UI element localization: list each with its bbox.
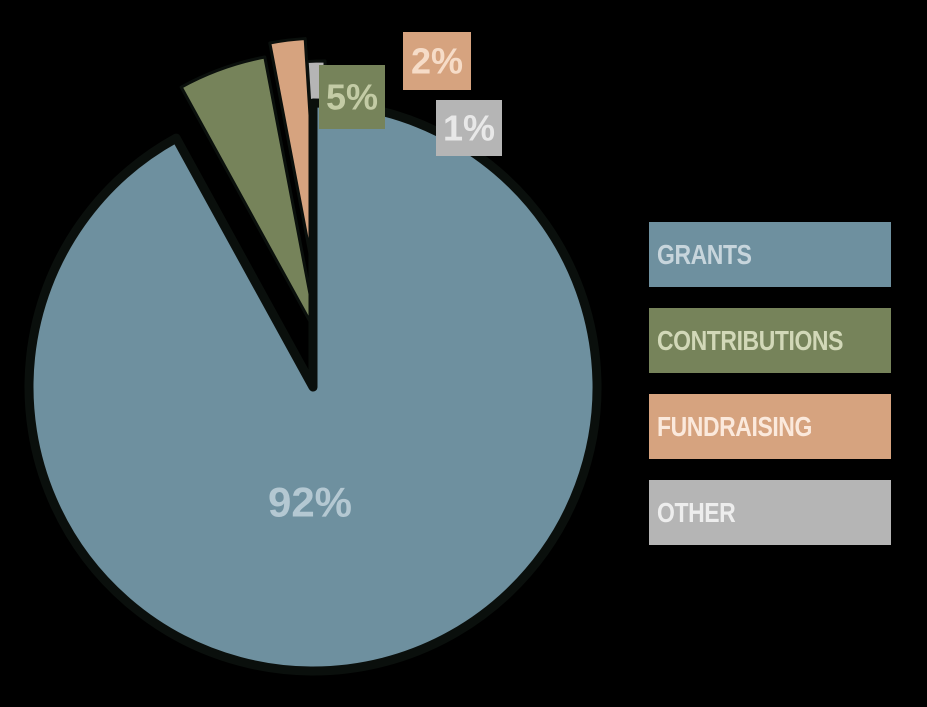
slice-label-grants: 92% [268, 479, 352, 526]
legend-label-contributions: CONTRIBUTIONS [657, 324, 843, 356]
legend-label-grants: GRANTS [657, 238, 752, 270]
slice-label-other: 1% [443, 108, 495, 149]
slice-tag-other [436, 100, 502, 156]
pie-slice-grants [24, 98, 602, 676]
slice-tag-fundraising [403, 32, 471, 90]
legend-item-contributions: CONTRIBUTIONS [649, 308, 891, 373]
slice-label-fundraising: 2% [411, 41, 463, 82]
legend: GRANTS CONTRIBUTIONS FUNDRAISING OTHER [649, 222, 891, 566]
slice-tag-contributions [319, 65, 385, 129]
pie-slice-contributions [179, 55, 320, 338]
legend-item-grants: GRANTS [649, 222, 891, 287]
legend-label-fundraising: FUNDRAISING [657, 410, 812, 442]
legend-label-other: OTHER [657, 496, 736, 528]
legend-item-other: OTHER [649, 480, 891, 545]
slice-label-contributions: 5% [326, 77, 378, 118]
legend-item-fundraising: FUNDRAISING [649, 394, 891, 459]
